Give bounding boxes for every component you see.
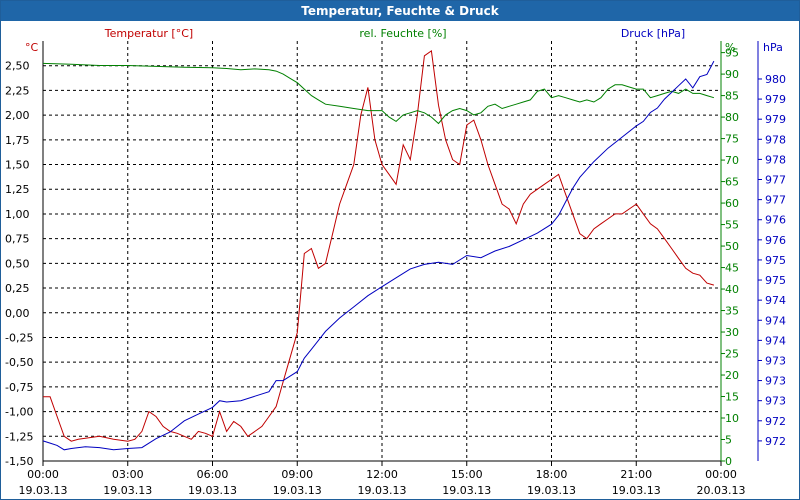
- temperature-tick-label: 0,00: [5, 307, 30, 320]
- humidity-tick-label: 90: [725, 68, 739, 81]
- pressure-tick-label: 979: [765, 113, 786, 126]
- pressure-tick-label: 978: [765, 133, 786, 146]
- axes: [42, 41, 762, 466]
- x-tick-time: 06:00: [197, 468, 229, 481]
- temperature-tick-label: -1,25: [5, 430, 33, 443]
- temperature-tick-label: 0,50: [5, 257, 30, 270]
- temperature-tick-label: 1,25: [5, 183, 30, 196]
- x-tick-time: 09:00: [281, 468, 313, 481]
- pressure-unit-label: hPa: [763, 41, 783, 54]
- humidity-tick-label: 70: [725, 154, 739, 167]
- x-tick-time: 18:00: [536, 468, 568, 481]
- humidity-tick-label: 25: [725, 348, 739, 361]
- temperature-tick-label: -1,00: [5, 406, 33, 419]
- pressure-tick-label: 977: [765, 194, 786, 207]
- pressure-tick-label: 972: [765, 435, 786, 448]
- humidity-tick-label: 0: [725, 455, 732, 468]
- temperature-tick-label: 2,25: [5, 84, 30, 97]
- humidity-tick-label: 10: [725, 412, 739, 425]
- humidity-tick-label: 45: [725, 262, 739, 275]
- temperature-tick-label: 1,50: [5, 159, 30, 172]
- x-tick-date: 20.03.13: [697, 484, 746, 497]
- pressure-series-label: Druck [hPa]: [621, 27, 685, 40]
- humidity-tick-label: 75: [725, 133, 739, 146]
- pressure-tick-label: 978: [765, 153, 786, 166]
- temperature-tick-label: 2,50: [5, 60, 30, 73]
- temperature-tick-label: -0,25: [5, 331, 33, 344]
- x-tick-time: 15:00: [451, 468, 483, 481]
- x-tick-date: 19.03.13: [612, 484, 661, 497]
- humidity-tick-label: 15: [725, 391, 739, 404]
- x-tick-time: 12:00: [366, 468, 398, 481]
- temperature-tick-label: -0,75: [5, 381, 33, 394]
- x-tick-time: 00:00: [705, 468, 737, 481]
- humidity-series-label: rel. Feuchte [%]: [359, 27, 446, 40]
- series-line-pressure: [42, 60, 715, 451]
- humidity-tick-label: 85: [725, 90, 739, 103]
- pressure-tick-label: 972: [765, 415, 786, 428]
- pressure-tick-label: 974: [765, 314, 786, 327]
- pressure-tick-label: 974: [765, 334, 786, 347]
- labels: -1,50 -1,25 -1,00 -0,75 -0,50 -0,25 0,00 0,25 0,…: [5, 27, 786, 497]
- temperature-tick-label: 0,75: [5, 233, 30, 246]
- temperature-tick-label: -0,50: [5, 356, 33, 369]
- temperature-tick-label: -1,50: [5, 455, 33, 468]
- pressure-tick-label: 976: [765, 214, 786, 227]
- pressure-tick-label: 977: [765, 174, 786, 187]
- pressure-tick-label: 973: [765, 375, 786, 388]
- x-tick-date: 19.03.13: [19, 484, 68, 497]
- pressure-tick-label: 975: [765, 254, 786, 267]
- pressure-tick-label: 974: [765, 294, 786, 307]
- humidity-tick-label: 55: [725, 219, 739, 232]
- series-line-temperature: [43, 50, 715, 442]
- x-tick-date: 19.03.13: [442, 484, 491, 497]
- humidity-tick-label: 30: [725, 326, 739, 339]
- temperature-tick-label: 0,25: [5, 282, 30, 295]
- pressure-tick-label: 973: [765, 354, 786, 367]
- pressure-tick-label: 980: [765, 73, 786, 86]
- window-title: Temperatur, Feuchte & Druck: [1, 1, 799, 21]
- humidity-tick-label: 95: [725, 47, 739, 60]
- humidity-unit-label: %: [725, 41, 735, 54]
- pressure-tick-label: 973: [765, 395, 786, 408]
- temperature-tick-label: 2,00: [5, 109, 30, 122]
- grid: [43, 41, 721, 462]
- humidity-tick-label: 80: [725, 111, 739, 124]
- humidity-tick-label: 60: [725, 197, 739, 210]
- temperature-tick-label: 1,75: [5, 134, 30, 147]
- x-tick-date: 19.03.13: [103, 484, 152, 497]
- humidity-tick-label: 65: [725, 176, 739, 189]
- humidity-tick-label: 40: [725, 283, 739, 296]
- x-tick-date: 19.03.13: [188, 484, 237, 497]
- x-tick-date: 19.03.13: [527, 484, 576, 497]
- humidity-tick-label: 5: [725, 434, 732, 447]
- pressure-tick-label: 979: [765, 93, 786, 106]
- x-tick-time: 21:00: [620, 468, 652, 481]
- temperature-series-label: Temperatur [°C]: [104, 27, 193, 40]
- x-tick-date: 19.03.13: [273, 484, 322, 497]
- x-tick-time: 03:00: [112, 468, 144, 481]
- x-tick-time: 00:00: [27, 468, 59, 481]
- x-tick-date: 19.03.13: [358, 484, 407, 497]
- chart: -1,50 -1,25 -1,00 -0,75 -0,50 -0,25 0,00 0,25 0,…: [5, 27, 786, 497]
- series-line-humidity: [42, 62, 715, 125]
- humidity-tick-label: 50: [725, 240, 739, 253]
- humidity-tick-label: 20: [725, 369, 739, 382]
- temperature-tick-label: 1,00: [5, 208, 30, 221]
- pressure-tick-label: 975: [765, 274, 786, 287]
- humidity-tick-label: 35: [725, 305, 739, 318]
- series-group: [42, 50, 715, 451]
- temperature-unit-label: °C: [25, 41, 39, 54]
- pressure-tick-label: 976: [765, 234, 786, 247]
